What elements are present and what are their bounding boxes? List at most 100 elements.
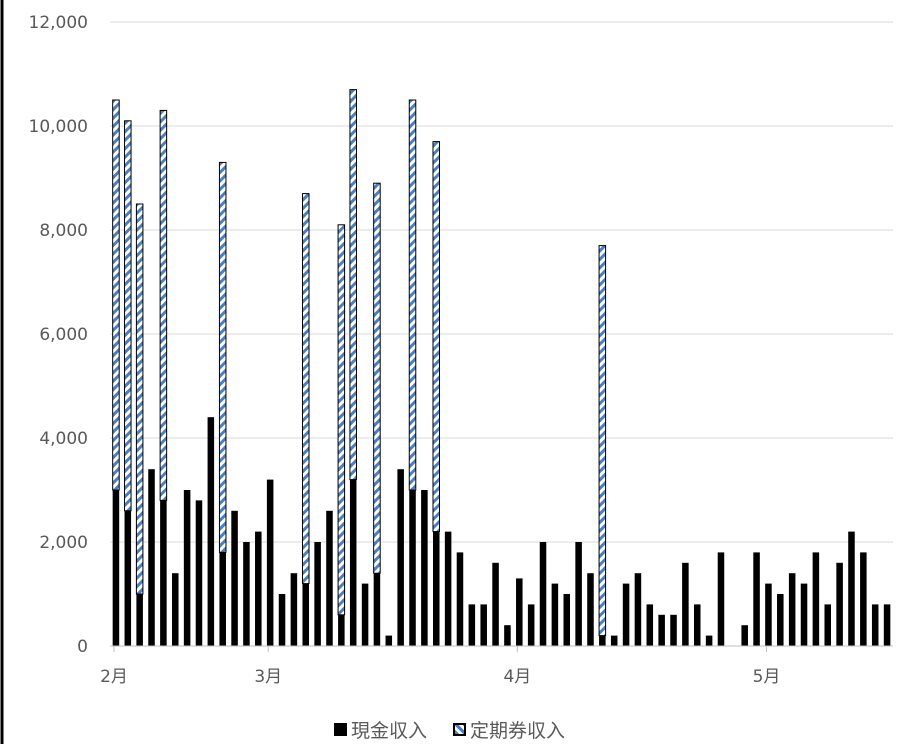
bar-cash [741,625,748,646]
bar-pass [124,120,132,512]
bar-cash [468,604,476,646]
bar-cash [646,604,654,646]
x-axis-ticks: 2月 3月 4月 5月 [100,646,780,687]
bar-pass [373,182,381,574]
legend-swatch-cash [333,723,347,736]
gridlines [110,21,893,543]
bar-cash [693,604,701,646]
bar-cash [575,542,582,646]
bar-cash [409,490,416,646]
bar-cash [871,604,879,646]
bar-cash [848,531,855,646]
bar-cash [539,542,547,646]
legend-item-cash: 現金収入 [333,716,427,743]
bar-pass [159,109,168,501]
bar-cash [373,573,381,646]
y-tick-label: 4,000 [39,429,88,449]
bar-cash [207,417,215,646]
x-tick-label: 5月 [753,667,781,687]
bar-pass [337,224,346,616]
chart-legend: 現金収入 定期券収入 [0,716,899,743]
bar-pass [218,161,227,553]
bar-pass [349,89,357,481]
bar-cash [266,479,274,646]
bar-cash [777,594,784,646]
legend-swatch-pass [453,723,467,736]
bar-pass [598,245,607,637]
bar-cash [836,562,843,646]
bar-cash [136,594,143,646]
bar-cash [670,614,677,646]
bar-pass [135,203,144,595]
y-tick-label: 12,000 [29,13,88,33]
bar-cash [255,531,262,646]
bar-cash [527,604,535,646]
bar-cash [326,510,333,646]
bar-cash [195,500,203,646]
bar-cash [860,552,867,646]
bar-cash [160,500,167,646]
bar-cash [610,635,618,646]
bar-cash [290,573,298,646]
bar-cash [124,510,132,646]
bar-cash [587,573,594,646]
bar-cash [231,510,238,646]
bar-cash [314,542,321,646]
bar-cash [883,604,891,646]
bar-cash [622,583,630,646]
bar-cash [456,552,464,646]
bar-cash [516,578,523,646]
x-tick-label: 4月 [503,667,531,687]
y-tick-label: 8,000 [39,221,88,241]
bar-cash [302,583,310,646]
bar-cash [278,594,286,646]
bar-cash [824,604,832,646]
bar-pass [112,99,120,491]
bar-cash [480,604,487,646]
bar-cash [682,562,689,646]
bar-cash [148,469,155,646]
bar-cash [349,479,357,646]
bar-cash [112,490,120,646]
legend-item-pass: 定期券収入 [453,716,565,743]
bar-cash [243,542,250,646]
bar-cash [171,573,179,646]
bar-pass [301,193,310,585]
bars [112,89,891,646]
bar-cash [551,583,559,646]
bar-cash [634,573,642,646]
bar-cash [385,635,393,646]
bar-cash [812,552,820,646]
bar-cash [705,635,713,646]
bar-cash [444,531,452,646]
bar-cash [563,594,571,646]
bar-pass [408,99,417,491]
bar-cash [338,614,345,646]
y-tick-label: 2,000 [39,533,88,553]
bar-cash [788,573,796,646]
bar-cash [658,614,665,646]
x-tick-label: 3月 [254,667,282,687]
bar-cash [717,552,725,646]
legend-label-pass: 定期券収入 [470,720,566,742]
bar-cash [183,490,191,646]
bar-cash [753,552,760,646]
bar-cash [361,583,369,646]
y-tick-label: 10,000 [29,117,88,137]
y-tick-label: 0 [77,637,88,657]
bar-cash [397,469,404,646]
y-axis-ticks: 0 2,000 4,000 6,000 8,000 10,000 12,000 [29,13,88,657]
bar-cash [504,625,511,646]
legend-label-cash: 現金収入 [350,720,427,742]
bar-cash [800,583,808,646]
bar-cash [492,562,499,646]
bar-cash [219,552,226,646]
x-tick-label: 2月 [100,667,128,687]
bar-pass [432,141,441,533]
y-tick-label: 6,000 [39,325,88,345]
bar-cash [421,490,428,646]
bar-cash [765,583,772,646]
bar-cash [432,531,440,646]
